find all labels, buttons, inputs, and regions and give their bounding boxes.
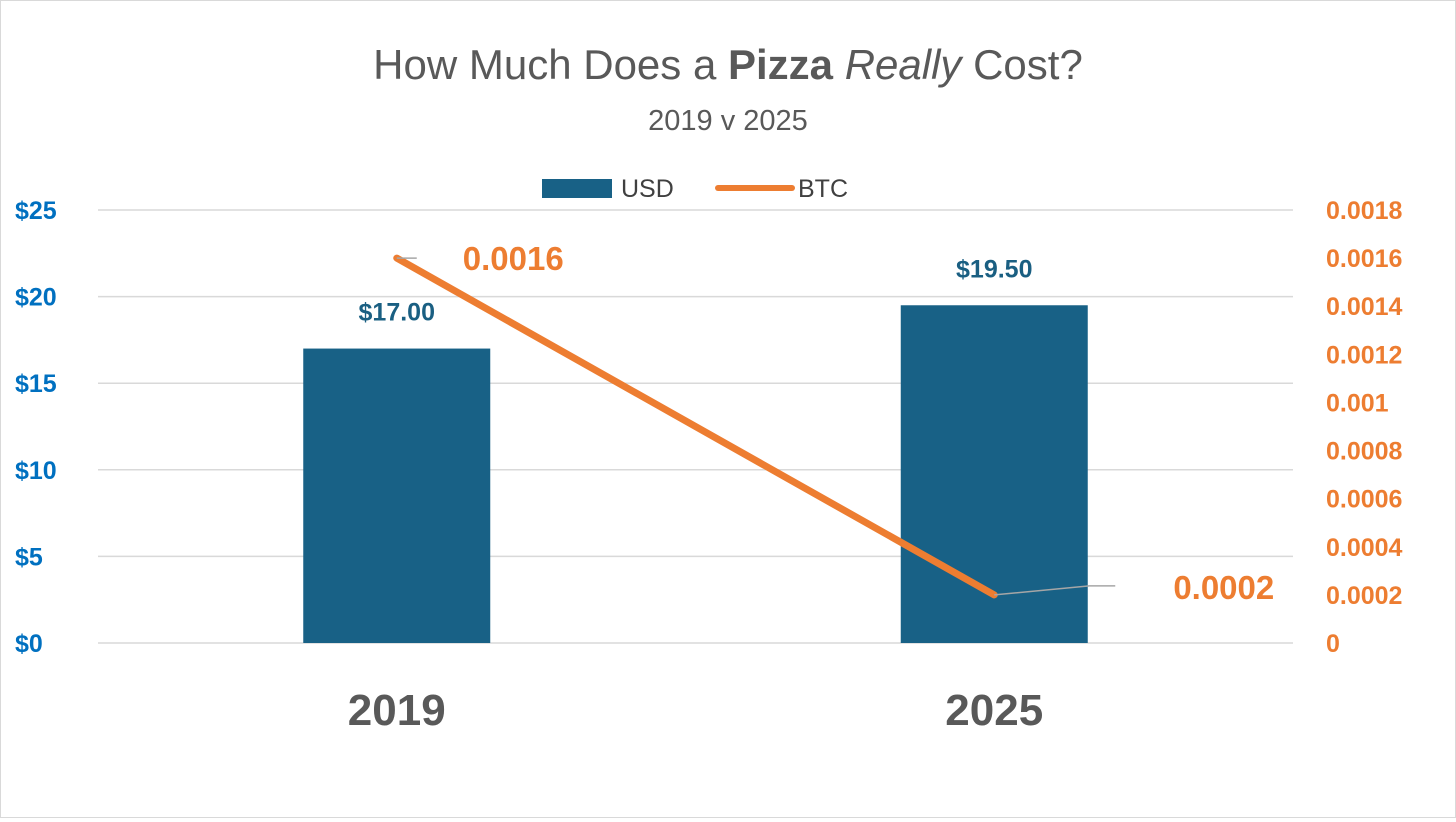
right-axis-tick-label: 0.0004 bbox=[1326, 534, 1403, 562]
usd-bar-data-label: $19.50 bbox=[956, 255, 1032, 283]
left-axis-tick-label: $0 bbox=[15, 630, 43, 658]
right-axis-tick-label: 0.0016 bbox=[1326, 245, 1402, 273]
btc-data-label: 0.0016 bbox=[463, 240, 564, 277]
chart-title-bold: Pizza bbox=[728, 41, 834, 88]
left-axis-tick-label: $10 bbox=[15, 457, 57, 485]
right-axis-tick-label: 0.001 bbox=[1326, 389, 1389, 417]
left-axis-tick-label: $5 bbox=[15, 543, 43, 571]
left-axis: $0 $5 $10 $15 $20 $25 bbox=[15, 197, 57, 658]
btc-leader-line bbox=[994, 585, 1116, 596]
right-axis-tick-label: 0.0018 bbox=[1326, 197, 1403, 225]
right-axis: 0 0.0002 0.0004 0.0006 0.0008 0.001 0.0012 0.00… bbox=[1326, 197, 1403, 658]
legend-usd-label: USD bbox=[621, 175, 674, 203]
right-axis-tick-label: 0 bbox=[1326, 630, 1340, 658]
chart-title-prefix: How Much Does a bbox=[373, 41, 728, 88]
left-axis-tick-label: $25 bbox=[15, 197, 57, 225]
x-axis: 2019 2025 bbox=[348, 686, 1043, 735]
usd-bar-data-label: $17.00 bbox=[359, 299, 435, 327]
legend-btc-label: BTC bbox=[798, 175, 848, 203]
usd-bar bbox=[303, 348, 491, 643]
btc-line bbox=[393, 254, 998, 599]
right-axis-tick-label: 0.0008 bbox=[1326, 438, 1403, 466]
gridlines bbox=[98, 209, 1293, 644]
right-axis-tick-label: 0.0014 bbox=[1326, 293, 1403, 321]
left-axis-tick-label: $20 bbox=[15, 284, 57, 312]
chart-subtitle: 2019 v 2025 bbox=[648, 105, 808, 137]
usd-bars: $17.00 $19.50 bbox=[303, 255, 1088, 643]
x-axis-tick-label: 2019 bbox=[348, 686, 446, 735]
legend: USD BTC bbox=[542, 175, 848, 203]
usd-bar bbox=[900, 305, 1088, 643]
legend-usd-swatch bbox=[542, 179, 612, 198]
chart-title-italic: Really bbox=[845, 41, 965, 88]
right-axis-tick-label: 0.0002 bbox=[1326, 582, 1402, 610]
x-axis-tick-label: 2025 bbox=[945, 686, 1043, 735]
chart-title: How Much Does a Pizza Really Cost? bbox=[373, 41, 1083, 88]
right-axis-tick-label: 0.0012 bbox=[1326, 341, 1402, 369]
right-axis-tick-label: 0.0006 bbox=[1326, 486, 1402, 514]
btc-line-series: 0.0016 0.0002 bbox=[393, 240, 1274, 606]
btc-data-label: 0.0002 bbox=[1173, 569, 1274, 606]
left-axis-tick-label: $15 bbox=[15, 370, 57, 398]
chart-title-suffix: Cost? bbox=[961, 41, 1082, 88]
